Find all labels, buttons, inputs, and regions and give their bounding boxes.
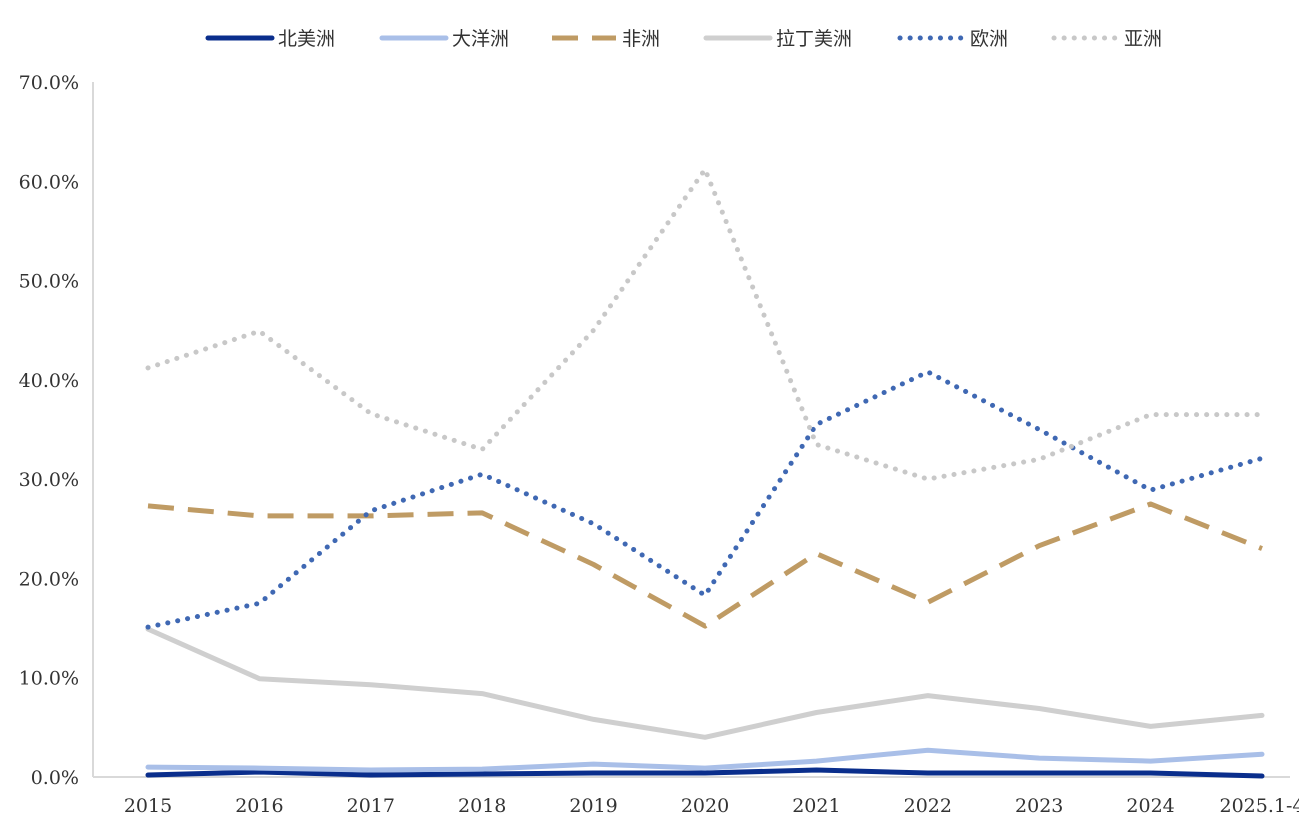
legend-item-3: 拉丁美洲 [703,28,852,50]
y-tick-label: 60.0% [19,171,79,193]
x-tick-label: 2021 [792,795,840,817]
series-line-0 [145,767,1265,779]
series-line-4 [145,369,1265,630]
x-tick-label: 2022 [904,795,952,817]
y-tick-label: 20.0% [19,568,79,590]
legend-item-4: 欧洲 [897,28,1008,50]
y-tick-label: 50.0% [19,271,79,293]
series-line-5 [145,166,1265,482]
y-tick-label: 70.0% [19,72,79,94]
x-tick-label: 2024 [1126,795,1174,817]
x-tick-label: 2023 [1015,795,1063,817]
x-tick-label: 2017 [347,795,395,817]
x-tick-label: 2025.1-4 [1220,795,1299,817]
legend-label: 大洋洲 [452,28,509,50]
series-layer [145,166,1265,779]
series-line-1 [145,747,1265,773]
legend-item-1: 大洋洲 [379,28,509,50]
legend-label: 拉丁美洲 [776,28,852,50]
legend-item-5: 亚洲 [1051,28,1162,50]
y-tick-label: 0.0% [31,767,79,789]
legend-item-2: 非洲 [552,28,660,50]
x-tick-label: 2020 [681,795,729,817]
x-tick-label: 2015 [124,795,172,817]
series-line-3 [145,626,1265,740]
series-line-2 [147,501,1263,629]
legend: 北美洲 大洋洲 非洲 拉丁美洲 欧洲 亚洲 [205,28,1162,50]
legend-label: 欧洲 [970,28,1008,50]
legend-label: 北美洲 [278,28,335,50]
legend-item-0: 北美洲 [205,28,335,50]
y-tick-label: 10.0% [19,668,79,690]
legend-label: 非洲 [622,28,660,50]
legend-label: 亚洲 [1124,28,1162,50]
x-axis: 2015 2016 2017 2018 2019 2020 2021 2022 2023 2024… [93,776,1299,817]
y-tick-label: 40.0% [19,370,79,392]
y-tick-label: 30.0% [19,469,79,491]
x-tick-label: 2016 [235,795,283,817]
x-tick-label: 2018 [458,795,506,817]
y-axis: 0.0% 10.0% 20.0% 30.0% 40.0% 50.0% 60.0% 70.0% [19,72,94,789]
x-tick-label: 2019 [569,795,617,817]
